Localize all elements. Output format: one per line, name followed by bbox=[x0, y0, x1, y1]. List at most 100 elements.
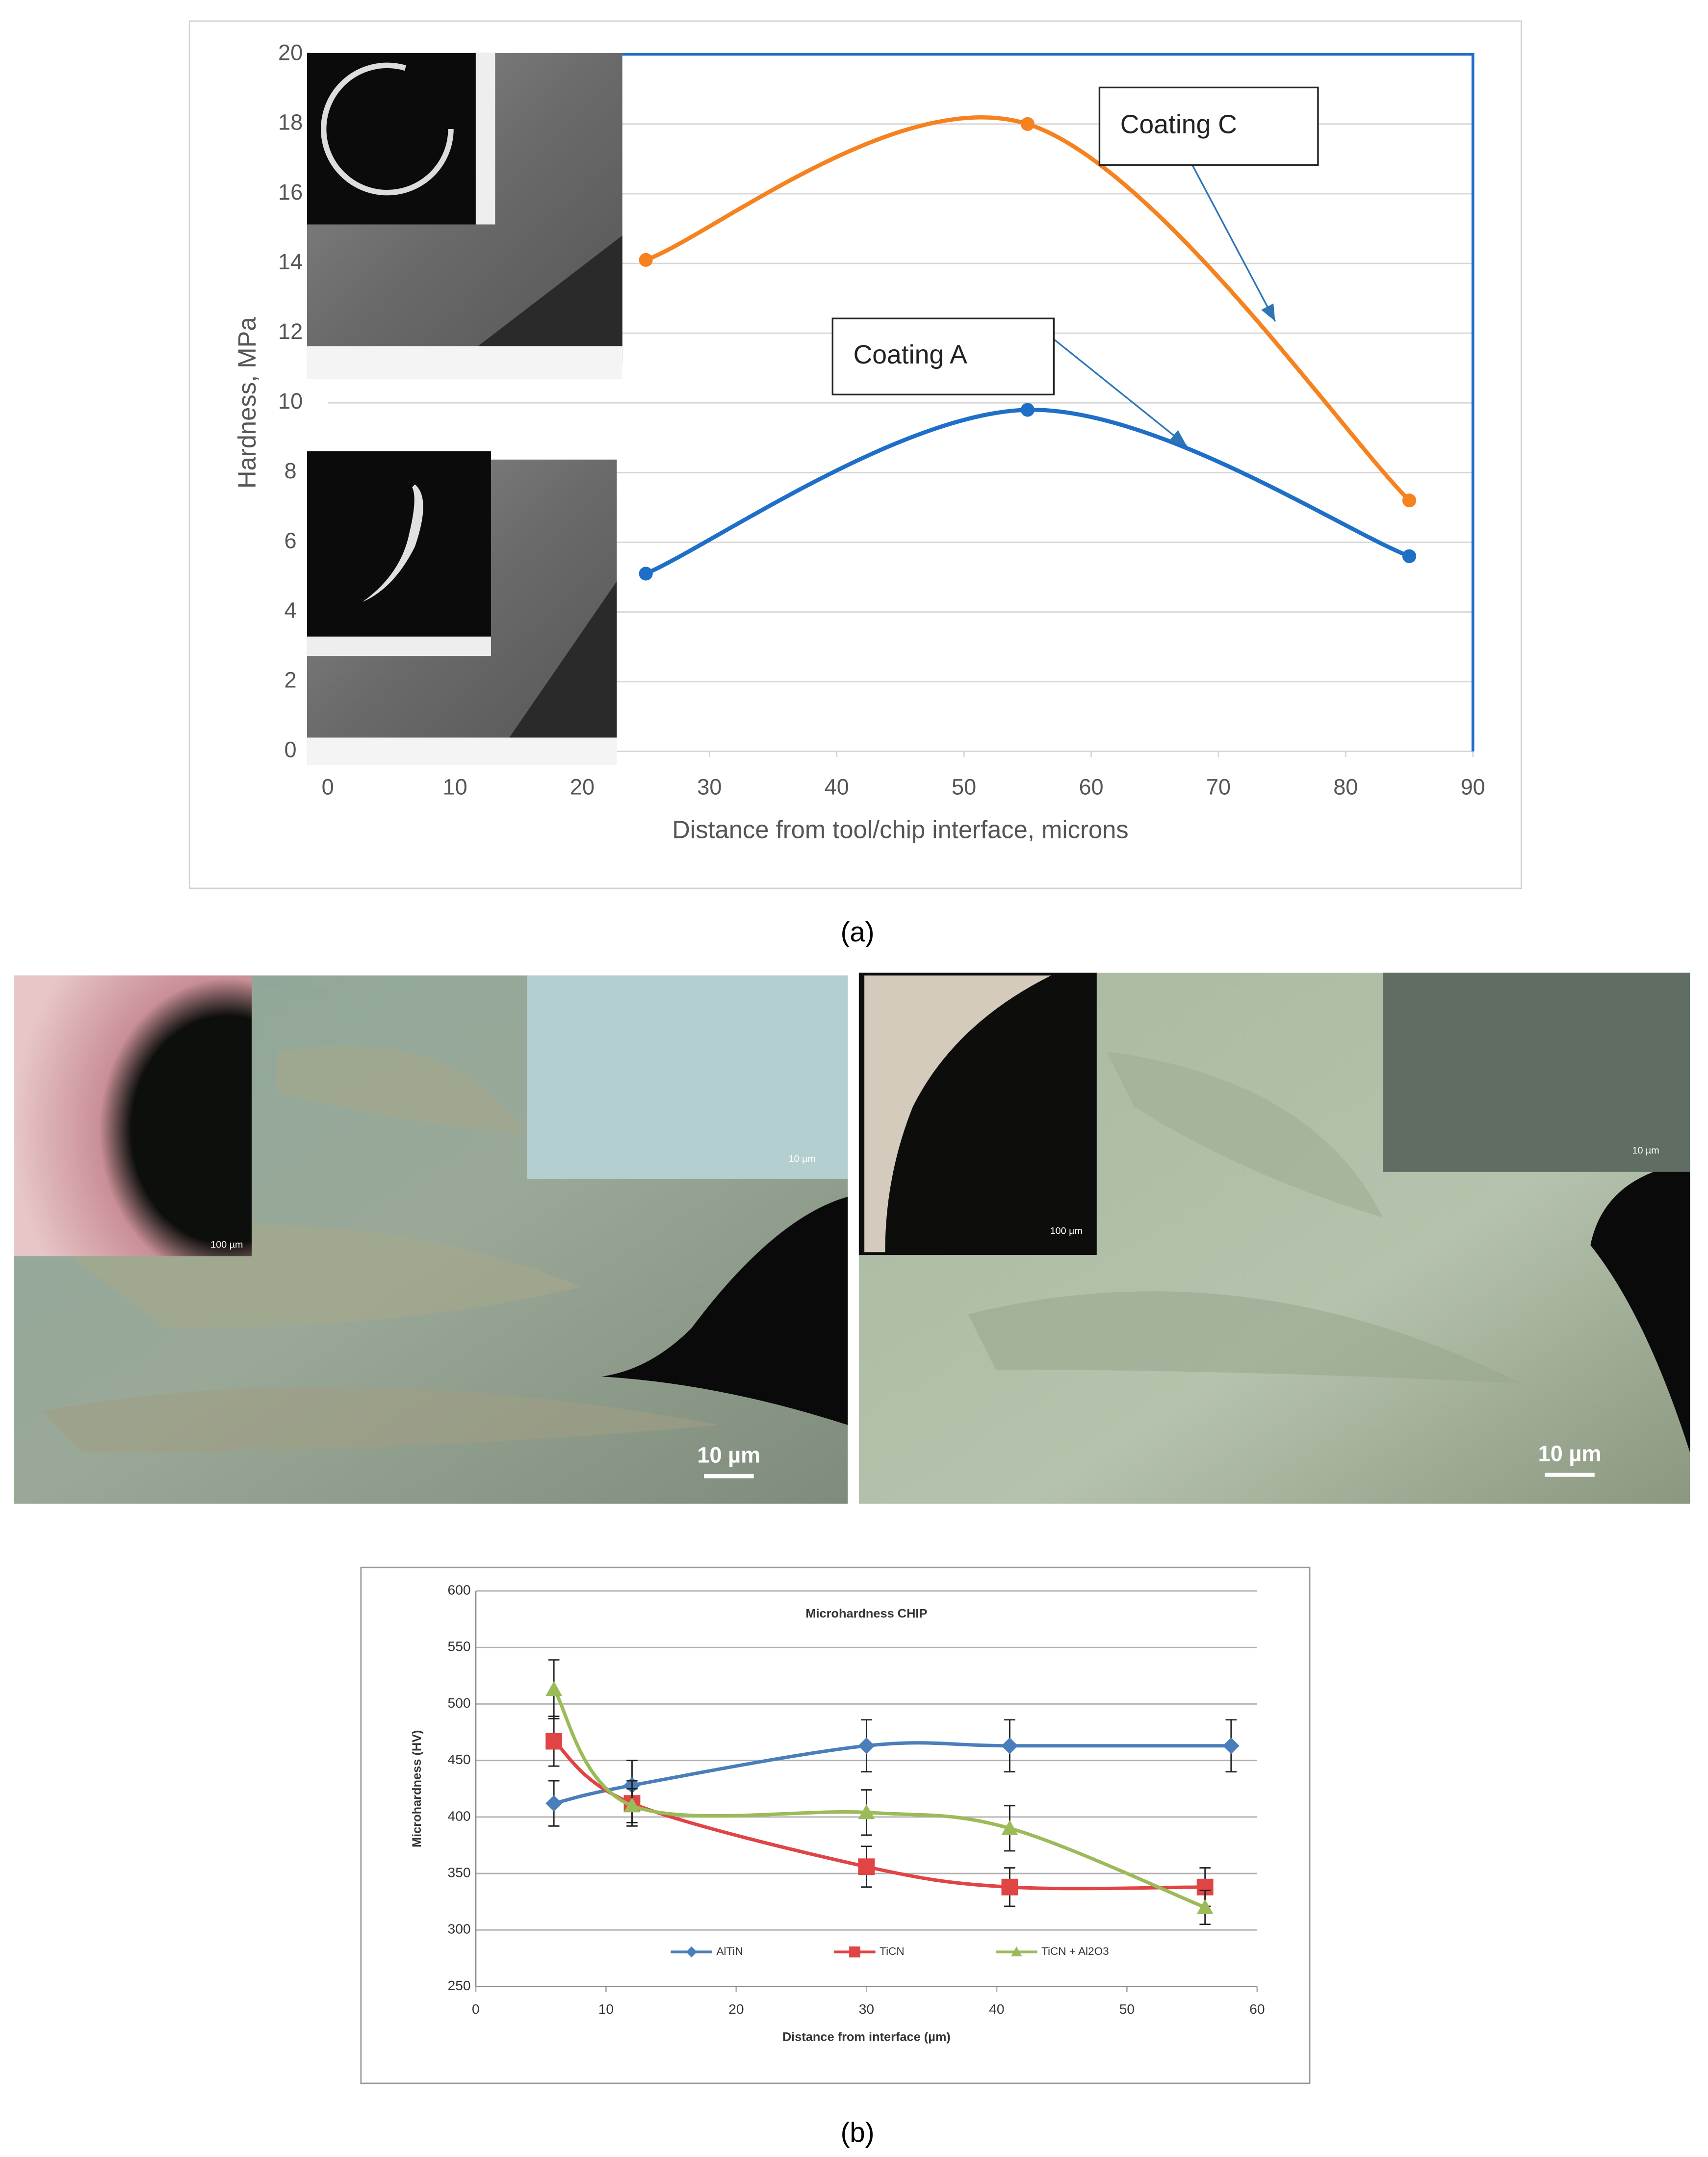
chart-b: 250 300 350 400 450 500 550 600 0 10 20 30 40 50 60 Dis… bbox=[410, 1582, 1265, 2044]
point bbox=[1001, 1878, 1018, 1896]
sem-shadow bbox=[497, 581, 617, 754]
chip-edge bbox=[864, 975, 1051, 1252]
sem-scale bbox=[475, 52, 495, 225]
y-tick-label: 16 bbox=[278, 180, 303, 205]
tool-tip bbox=[601, 1196, 848, 1425]
y-tick-label: 350 bbox=[448, 1865, 471, 1880]
x-tick-label: 50 bbox=[952, 775, 976, 800]
y-tick-label: 14 bbox=[278, 249, 303, 274]
x-tick-label: 10 bbox=[442, 775, 467, 800]
scale-label: 100 µm bbox=[210, 1239, 243, 1250]
callout-arrow bbox=[1053, 338, 1188, 446]
micrograph: 100 µm 10 µm 10 µm bbox=[14, 975, 848, 1504]
y-tick-label: 12 bbox=[278, 319, 303, 344]
y-tick-label: 250 bbox=[448, 1977, 471, 1993]
point bbox=[1222, 1737, 1240, 1754]
sem-crescent bbox=[362, 484, 423, 602]
sem-caption bbox=[307, 346, 622, 380]
chart-a: 0 2 4 6 8 10 12 14 16 18 20 0 10 20 30 40 50 60 70 80 90 Dist… bbox=[233, 40, 1485, 844]
x-tick-label: 0 bbox=[472, 2001, 480, 2017]
grain bbox=[41, 1386, 720, 1453]
plot-border bbox=[622, 52, 1475, 752]
sem-scale bbox=[307, 636, 491, 656]
point bbox=[545, 1681, 563, 1696]
point bbox=[1020, 403, 1035, 417]
x-tick-label: 10 bbox=[598, 2001, 614, 2017]
callout-box bbox=[831, 317, 1055, 395]
x-tick-label: 0 bbox=[322, 775, 334, 800]
tool-tip bbox=[1590, 1162, 1690, 1453]
point bbox=[639, 567, 653, 581]
x-tick-label: 60 bbox=[1249, 2001, 1265, 2017]
y-tick-label: 4 bbox=[285, 598, 297, 623]
grain bbox=[1106, 1051, 1383, 1218]
micrograph-inset bbox=[14, 975, 252, 1256]
legend-label: TiCN bbox=[880, 1945, 905, 1957]
point bbox=[1001, 1819, 1018, 1835]
x-tick-label: 20 bbox=[728, 2001, 744, 2017]
y-tick-label: 6 bbox=[285, 528, 297, 553]
y-tick-label: 300 bbox=[448, 1921, 471, 1937]
y-tick-label: 450 bbox=[448, 1751, 471, 1767]
point bbox=[858, 1804, 875, 1819]
y-tick-label: 10 bbox=[278, 389, 303, 414]
point bbox=[858, 1858, 875, 1875]
point bbox=[545, 1733, 563, 1750]
chart-title: Microhardness CHIP bbox=[805, 1607, 927, 1621]
scale-label: 10 µm bbox=[1538, 1441, 1602, 1466]
callout-label: Coating A bbox=[854, 340, 967, 369]
y-tick-label: 20 bbox=[278, 40, 303, 65]
x-axis-title: Distance from tool/chip interface, micro… bbox=[672, 816, 1129, 844]
callout-arrow bbox=[1189, 159, 1276, 322]
x-tick-label: 50 bbox=[1119, 2001, 1135, 2017]
scale-label: 100 µm bbox=[1050, 1225, 1083, 1236]
x-tick-label: 30 bbox=[697, 775, 722, 800]
y-axis-title: Microhardness (HV) bbox=[410, 1730, 424, 1847]
point bbox=[1196, 1899, 1214, 1914]
x-tick-label: 20 bbox=[570, 775, 595, 800]
point bbox=[639, 253, 653, 267]
callout-box bbox=[1098, 86, 1319, 166]
x-tick-label: 40 bbox=[989, 2001, 1004, 2017]
micrograph-detail bbox=[527, 975, 848, 1179]
y-tick-label: 400 bbox=[448, 1808, 471, 1823]
arrow-head bbox=[1169, 430, 1187, 446]
micrograph-detail bbox=[1383, 972, 1690, 1172]
micrograph: 100 µm 10 µm 10 µm bbox=[858, 972, 1690, 1504]
y-tick-label: 2 bbox=[285, 668, 297, 693]
point bbox=[1402, 549, 1417, 563]
y-tick-label: 600 bbox=[448, 1582, 471, 1598]
arrow-head bbox=[1261, 303, 1275, 321]
x-tick-label: 40 bbox=[825, 775, 849, 800]
point bbox=[1001, 1737, 1018, 1754]
legend-marker bbox=[686, 1946, 697, 1958]
point bbox=[1402, 494, 1417, 508]
panel-label: (a) bbox=[841, 916, 875, 947]
scale-label: 10 µm bbox=[1632, 1145, 1659, 1156]
callout-label: Coating C bbox=[1120, 110, 1237, 139]
legend-label: AlTiN bbox=[716, 1945, 743, 1957]
y-axis-title: Hardness, MPa bbox=[233, 317, 261, 489]
legend-marker bbox=[849, 1946, 860, 1958]
legend-label: TiCN + Al2O3 bbox=[1041, 1945, 1109, 1957]
chart-frame bbox=[360, 1566, 1311, 2084]
y-tick-label: 18 bbox=[278, 110, 303, 135]
y-tick-label: 550 bbox=[448, 1638, 471, 1654]
y-tick-label: 500 bbox=[448, 1695, 471, 1711]
panel-label: (b) bbox=[841, 2117, 875, 2148]
point bbox=[1020, 117, 1035, 131]
x-tick-label: 60 bbox=[1079, 775, 1103, 800]
grain bbox=[968, 1291, 1522, 1384]
legend-marker bbox=[1011, 1946, 1022, 1956]
y-tick-label: 8 bbox=[285, 458, 297, 483]
sem-inset bbox=[307, 451, 491, 637]
y-tick-label: 0 bbox=[285, 737, 297, 762]
x-tick-label: 80 bbox=[1333, 775, 1358, 800]
x-axis-title: Distance from interface (µm) bbox=[782, 2030, 951, 2044]
scale-label: 10 µm bbox=[697, 1443, 760, 1468]
x-tick-label: 90 bbox=[1461, 775, 1485, 800]
sem-caption bbox=[307, 737, 617, 765]
grain bbox=[276, 1046, 526, 1135]
